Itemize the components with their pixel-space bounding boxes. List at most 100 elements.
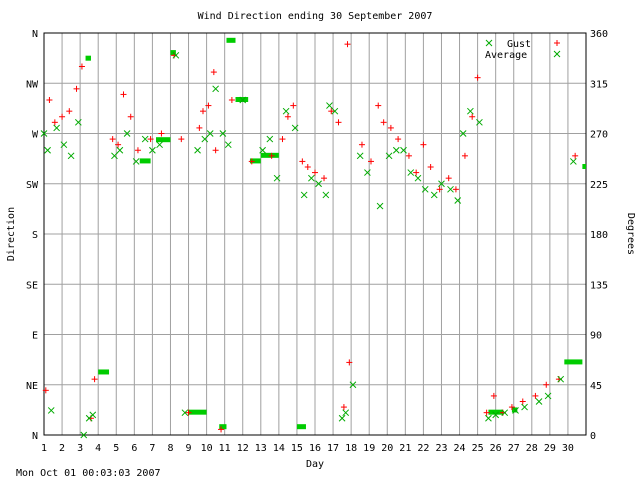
- x-tick-label: 7: [149, 443, 155, 454]
- average-point: [521, 403, 528, 411]
- x-tick-label: 29: [544, 443, 556, 454]
- gust-point: [427, 164, 434, 170]
- gust-point: [178, 136, 185, 143]
- left-axis-label: Direction: [6, 207, 17, 261]
- average-run: [188, 409, 207, 415]
- gust-point: [158, 130, 165, 137]
- gust-point: [368, 158, 375, 165]
- gust-point: [42, 387, 49, 394]
- timestamp: Mon Oct 01 00:03:03 2007: [16, 468, 161, 479]
- left-tick-label: SW: [26, 180, 39, 191]
- gust-point: [321, 175, 328, 182]
- x-tick-label: 23: [435, 443, 447, 454]
- average-point: [141, 135, 149, 143]
- x-tick-label: 26: [490, 443, 502, 454]
- average-point: [485, 414, 492, 422]
- average-run: [226, 37, 236, 43]
- average-point: [557, 375, 565, 383]
- gust-point: [78, 63, 85, 70]
- gust-point: [312, 169, 318, 176]
- average-point: [400, 146, 407, 154]
- average-point: [53, 124, 61, 132]
- gust-point: [340, 404, 347, 411]
- gust-point: [474, 74, 481, 81]
- plot-frame: [43, 32, 587, 436]
- average-point: [123, 130, 131, 137]
- gust-point: [115, 141, 122, 148]
- average-point: [476, 118, 483, 126]
- gust-point: [120, 91, 127, 98]
- gust-point: [51, 119, 58, 126]
- average-point: [44, 146, 51, 154]
- gust-point: [91, 376, 98, 383]
- left-tick-label: N: [32, 431, 38, 442]
- x-tick-label: 17: [327, 443, 339, 454]
- x-tick-label: 9: [186, 443, 192, 454]
- right-tick-label: 90: [590, 331, 602, 342]
- average-point: [338, 414, 346, 422]
- average-run: [249, 158, 261, 164]
- left-tick-label: W: [32, 130, 39, 141]
- average-point: [206, 130, 214, 137]
- average-point: [156, 141, 163, 149]
- gust-point: [380, 119, 387, 126]
- average-run: [564, 359, 583, 365]
- legend-marker-extra: [485, 39, 493, 47]
- average-point: [364, 169, 371, 176]
- average-point: [349, 381, 357, 389]
- x-tick-label: 19: [363, 443, 375, 454]
- legend-marker-average: [553, 50, 561, 58]
- gust-point: [284, 113, 291, 120]
- gust-point: [66, 108, 73, 115]
- average-point: [74, 118, 82, 126]
- x-tick-label: 15: [291, 443, 303, 454]
- gust-point: [205, 102, 212, 109]
- left-tick-label: S: [32, 230, 38, 241]
- gust-point: [218, 426, 225, 433]
- gust-point: [196, 124, 203, 131]
- x-tick-label: 3: [77, 443, 83, 454]
- average-run: [85, 55, 91, 61]
- gust-point: [405, 152, 412, 159]
- gust-point: [387, 124, 394, 131]
- gust-point: [358, 141, 365, 148]
- average-run: [98, 369, 110, 375]
- x-tick-label: 28: [526, 443, 538, 454]
- x-tick-label: 13: [255, 443, 267, 454]
- average-point: [80, 431, 88, 439]
- average-point: [60, 141, 68, 149]
- x-tick-label: 24: [454, 443, 466, 454]
- gust-point: [328, 108, 335, 115]
- average-point: [181, 409, 189, 417]
- gust-point: [185, 409, 192, 416]
- average-point: [414, 174, 422, 182]
- data-points: [40, 37, 586, 439]
- x-tick-label: 4: [95, 443, 101, 454]
- gust-point: [46, 97, 53, 103]
- average-point: [201, 135, 209, 143]
- gust-point: [134, 147, 141, 154]
- right-tick-label: 135: [590, 280, 608, 291]
- gust-point: [483, 409, 490, 416]
- average-point: [40, 130, 48, 137]
- average-point: [569, 158, 577, 165]
- average-point: [342, 409, 350, 417]
- average-point: [430, 191, 438, 199]
- chart-title: Wind Direction ending 30 September 2007: [198, 11, 433, 22]
- average-point: [67, 152, 75, 160]
- x-tick-label: 27: [508, 443, 520, 454]
- gust-point: [445, 175, 452, 182]
- gust-point: [335, 119, 342, 126]
- average-point: [259, 146, 266, 154]
- gust-point: [420, 141, 427, 148]
- left-tick-label: NW: [26, 79, 39, 90]
- gust-point: [436, 186, 443, 193]
- gust-point: [395, 136, 402, 143]
- gust-point: [268, 152, 275, 159]
- x-tick-label: 21: [399, 443, 411, 454]
- left-tick-label: E: [32, 331, 38, 342]
- gust-point: [127, 113, 134, 120]
- average-point: [149, 146, 156, 154]
- gust-point: [228, 97, 235, 103]
- gust-point: [304, 164, 311, 170]
